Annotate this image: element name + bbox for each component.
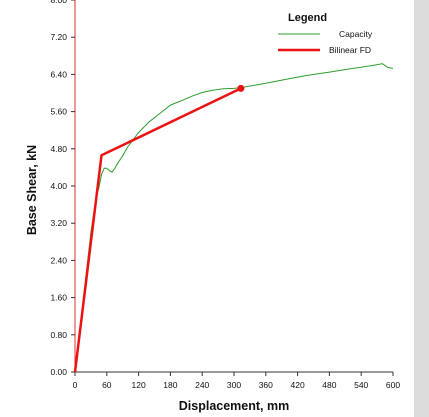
x-tick-label: 360 — [259, 380, 273, 390]
x-tick-label: 540 — [354, 380, 368, 390]
legend: Legend Capacity Bilinear FD — [278, 12, 373, 55]
plot-area — [73, 63, 394, 373]
x-tick-label: 600 — [386, 380, 400, 390]
x-tick-label: 480 — [322, 380, 336, 390]
bilinear-fd-curve — [73, 87, 242, 373]
y-tick-label: 4.80 — [50, 144, 67, 154]
legend-capacity-label: Capacity — [339, 29, 373, 39]
capacity-curve — [74, 63, 394, 373]
y-tick-label: 7.20 — [50, 32, 67, 42]
y-tick-label: 3.20 — [50, 218, 67, 228]
x-tick-label: 60 — [102, 380, 112, 390]
tick-labels: 0.00 0.80 1.60 2.40 3.20 4.00 4.80 5.60 6.40 7.20… — [50, 0, 400, 390]
y-tick-label: 1.60 — [50, 293, 67, 303]
y-tick-label: 0.80 — [50, 330, 67, 340]
y-tick-label: 6.40 — [50, 69, 67, 79]
y-tick-label: 8.00 — [50, 0, 67, 5]
x-tick-label: 180 — [163, 380, 177, 390]
y-tick-label: 0.00 — [50, 367, 67, 377]
bilinear-end-marker — [237, 84, 245, 92]
x-tick-label: 120 — [132, 380, 146, 390]
axes — [74, 0, 393, 373]
y-axis-label: Base Shear, kN — [25, 145, 39, 235]
x-tick-label: 420 — [291, 380, 305, 390]
right-border-strip — [414, 0, 429, 417]
x-tick-label: 240 — [195, 380, 209, 390]
y-tick-label: 2.40 — [50, 255, 67, 265]
legend-title: Legend — [288, 12, 327, 24]
y-tick-label: 5.60 — [50, 107, 67, 117]
y-tick-label: 4.00 — [50, 181, 67, 191]
legend-bilinear-label: Bilinear FD — [329, 45, 371, 55]
x-tick-label: 300 — [227, 380, 241, 390]
x-tick-label: 0 — [73, 380, 78, 390]
x-axis-label: Displacement, mm — [179, 399, 289, 413]
